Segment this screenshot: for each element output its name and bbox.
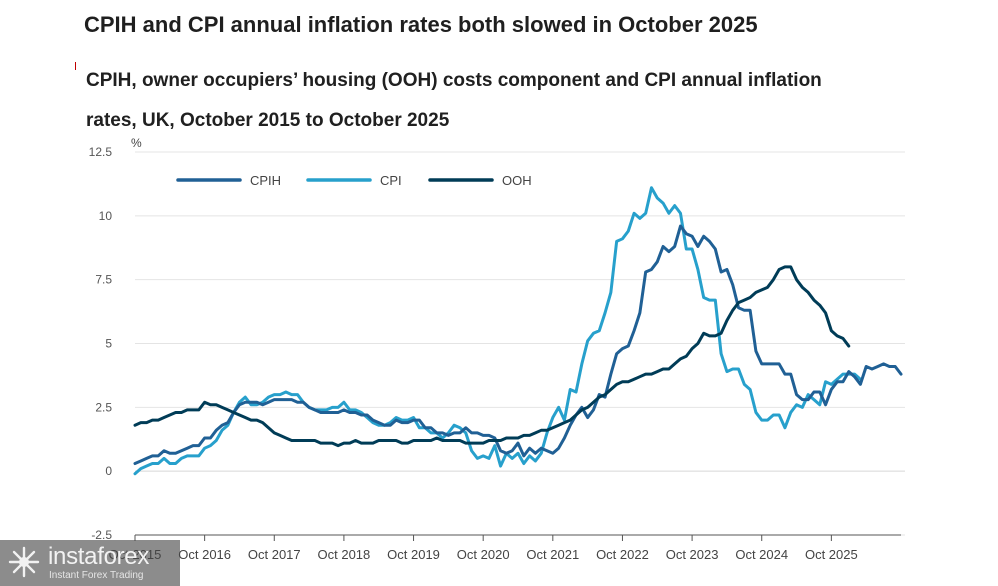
- page-headline: CPIH and CPI annual inflation rates both…: [84, 12, 758, 37]
- legend-label-cpi: CPI: [380, 173, 402, 188]
- y-tick-label: 10: [99, 209, 113, 223]
- x-tick-label: Oct 2019: [387, 547, 440, 562]
- y-tick-label: 12.5: [89, 145, 113, 159]
- instaforex-watermark: instaforex Instant Forex Trading: [0, 540, 180, 586]
- x-tick-label: Oct 2024: [735, 547, 788, 562]
- chart-title: CPIH, owner occupiers’ housing (OOH) cos…: [86, 70, 822, 131]
- x-tick-label: Oct 2016: [178, 547, 231, 562]
- watermark-tagline: Instant Forex Trading: [49, 570, 144, 581]
- series-line-cpi: [133, 186, 862, 476]
- y-tick-label: 2.5: [95, 400, 112, 414]
- legend-label-ooh: OOH: [502, 173, 532, 188]
- series-lines: [133, 186, 903, 476]
- x-tick-label: Oct 2020: [457, 547, 510, 562]
- watermark-brand: instaforex: [48, 543, 150, 570]
- x-tick-label: Oct 2017: [248, 547, 301, 562]
- x-tick-label: Oct 2018: [318, 547, 371, 562]
- legend: CPIH CPI OOH: [176, 173, 532, 188]
- y-tick-label: 5: [105, 337, 112, 351]
- y-axis-unit: %: [131, 136, 142, 150]
- series-line-cpih: [133, 224, 903, 466]
- grid-lines: [135, 151, 905, 536]
- x-tick-label: Oct 2022: [596, 547, 649, 562]
- x-tick-label: Oct 2023: [666, 547, 719, 562]
- y-tick-label: 7.5: [95, 273, 112, 287]
- x-tick-label: Oct 2025: [805, 547, 858, 562]
- y-tick-label: -2.5: [91, 528, 112, 542]
- y-tick-label: 0: [105, 464, 112, 478]
- subtitle-marker: [75, 62, 76, 70]
- x-tick-label: Oct 2021: [526, 547, 579, 562]
- series-line-ooh: [133, 265, 851, 448]
- legend-label-cpih: CPIH: [250, 173, 281, 188]
- instaforex-logo-icon: [8, 546, 40, 578]
